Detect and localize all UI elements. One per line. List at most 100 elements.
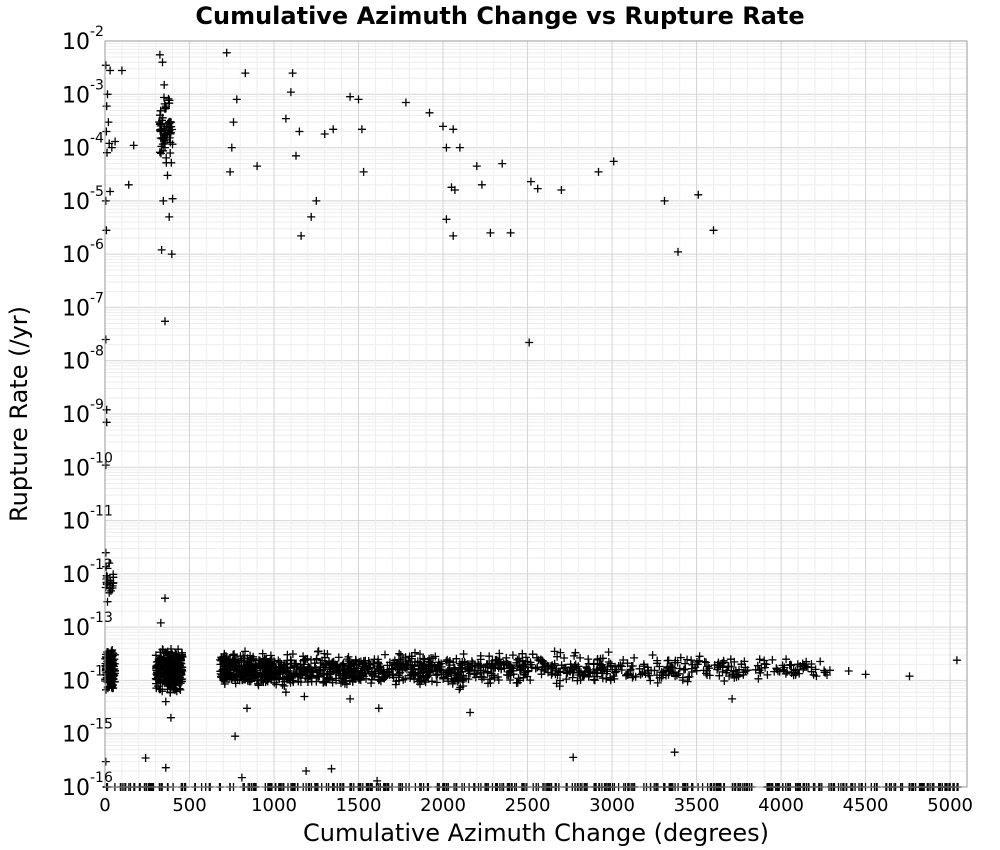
data-point bbox=[522, 653, 530, 662]
data-point bbox=[664, 656, 673, 665]
data-point bbox=[705, 671, 714, 680]
data-point bbox=[339, 659, 348, 668]
data-point bbox=[467, 662, 476, 671]
data-point bbox=[292, 151, 300, 160]
data-point bbox=[683, 655, 692, 664]
data-point bbox=[323, 673, 332, 682]
data-point bbox=[518, 649, 527, 658]
data-point bbox=[636, 670, 645, 679]
data-point bbox=[483, 667, 492, 676]
data-point bbox=[395, 649, 404, 658]
data-point bbox=[694, 190, 703, 199]
data-point bbox=[158, 58, 167, 67]
data-point bbox=[234, 666, 243, 675]
data-point bbox=[383, 661, 392, 670]
data-point bbox=[111, 137, 120, 146]
data-point bbox=[141, 754, 150, 762]
y-tick-exponent: -11 bbox=[90, 504, 113, 520]
data-point bbox=[155, 118, 164, 126]
data-point bbox=[593, 655, 602, 664]
data-point bbox=[676, 653, 685, 662]
data-point bbox=[597, 661, 606, 670]
data-point bbox=[457, 667, 466, 676]
data-point bbox=[803, 663, 812, 672]
data-point bbox=[160, 93, 168, 102]
data-point bbox=[406, 674, 415, 682]
data-point bbox=[162, 104, 170, 113]
data-point bbox=[754, 674, 763, 683]
data-point bbox=[455, 659, 464, 668]
data-point bbox=[450, 665, 459, 673]
data-point bbox=[349, 660, 358, 669]
data-point bbox=[157, 149, 165, 158]
data-point bbox=[109, 651, 118, 660]
data-point bbox=[495, 655, 504, 664]
data-point bbox=[254, 681, 263, 690]
data-point bbox=[433, 670, 442, 679]
data-point bbox=[439, 674, 448, 683]
data-point bbox=[298, 665, 307, 674]
y-tick-label: 10 bbox=[62, 403, 90, 428]
data-point bbox=[359, 167, 368, 176]
data-point bbox=[102, 571, 111, 580]
data-point bbox=[101, 335, 110, 344]
data-point bbox=[176, 655, 185, 664]
data-point bbox=[606, 659, 615, 668]
data-point bbox=[821, 668, 830, 677]
data-point bbox=[161, 135, 170, 144]
data-point bbox=[442, 657, 451, 666]
y-tick-label: 10 bbox=[62, 456, 90, 481]
data-point bbox=[659, 668, 667, 677]
data-point bbox=[161, 594, 169, 603]
data-point bbox=[313, 647, 322, 656]
data-point bbox=[238, 671, 247, 680]
data-point bbox=[574, 662, 583, 671]
data-point bbox=[166, 138, 175, 147]
data-point bbox=[160, 80, 169, 89]
y-tick-exponent: -15 bbox=[90, 717, 113, 733]
data-point bbox=[246, 665, 255, 674]
data-point bbox=[619, 656, 628, 664]
data-point bbox=[720, 677, 729, 685]
data-point bbox=[156, 685, 165, 694]
data-point bbox=[303, 674, 312, 683]
data-point bbox=[692, 666, 701, 675]
data-point bbox=[297, 665, 306, 673]
data-point bbox=[751, 665, 760, 674]
data-point bbox=[278, 673, 287, 682]
data-point bbox=[455, 663, 464, 672]
data-point bbox=[102, 664, 111, 673]
data-point bbox=[346, 662, 354, 671]
data-point bbox=[674, 669, 683, 678]
data-point bbox=[789, 671, 798, 680]
data-point bbox=[508, 664, 517, 673]
data-point bbox=[432, 671, 441, 680]
data-point bbox=[516, 666, 525, 675]
y-tick-exponent: -3 bbox=[90, 77, 104, 93]
data-point bbox=[171, 684, 180, 693]
data-point bbox=[715, 671, 724, 680]
data-point bbox=[101, 757, 110, 766]
data-point bbox=[624, 670, 633, 679]
data-point bbox=[175, 658, 184, 667]
data-point bbox=[419, 666, 428, 675]
data-point bbox=[302, 767, 311, 775]
data-point bbox=[166, 129, 175, 138]
data-point bbox=[579, 671, 588, 680]
data-point bbox=[641, 669, 650, 678]
data-point bbox=[232, 95, 241, 104]
data-point bbox=[741, 667, 750, 675]
data-point bbox=[466, 708, 475, 717]
x-tick-label: 2000 bbox=[420, 795, 466, 816]
data-point bbox=[109, 672, 117, 681]
data-point bbox=[319, 677, 328, 686]
data-point bbox=[472, 162, 481, 171]
data-point bbox=[728, 670, 737, 679]
y-tick-exponent: -4 bbox=[90, 131, 104, 147]
data-point bbox=[332, 674, 340, 683]
data-point bbox=[165, 670, 174, 679]
data-point bbox=[230, 662, 239, 671]
data-point bbox=[812, 672, 821, 681]
data-points bbox=[101, 48, 962, 791]
